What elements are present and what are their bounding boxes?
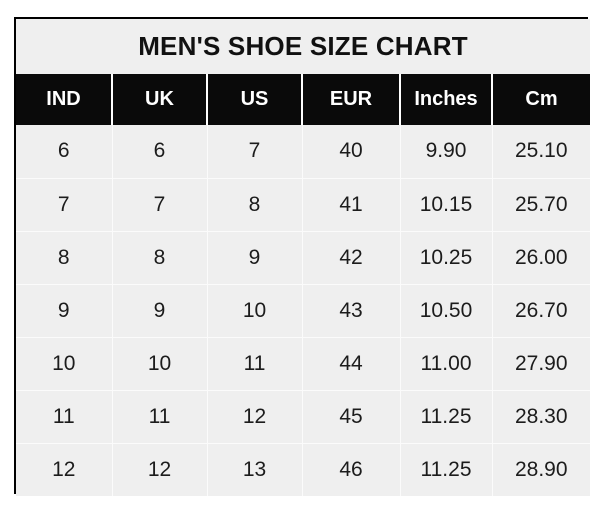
cell-us: 8	[206, 177, 302, 231]
table-row: 8 8 9 42 10.25 26.00	[16, 230, 591, 284]
cell-ind: 10	[16, 336, 112, 390]
column-header-us: US	[206, 74, 302, 125]
cell-ind: 7	[16, 177, 112, 231]
chart-title: MEN'S SHOE SIZE CHART	[16, 19, 591, 74]
cell-eur: 43	[301, 283, 400, 337]
column-header-ind: IND	[16, 74, 112, 125]
cell-uk: 9	[111, 283, 207, 337]
cell-inches: 10.15	[399, 177, 492, 231]
cell-us: 10	[206, 283, 302, 337]
cell-us: 12	[206, 389, 302, 443]
table-row: 9 9 10 43 10.50 26.70	[16, 283, 591, 337]
column-header-inches: Inches	[399, 74, 492, 125]
cell-uk: 12	[111, 442, 207, 496]
cell-us: 7	[206, 125, 302, 178]
size-chart-container: MEN'S SHOE SIZE CHART IND UK US EUR Inch…	[14, 17, 591, 496]
cell-ind: 6	[16, 125, 112, 178]
cell-inches: 9.90	[399, 125, 492, 178]
shoe-size-table: MEN'S SHOE SIZE CHART IND UK US EUR Inch…	[16, 19, 591, 496]
cell-inches: 11.25	[399, 389, 492, 443]
cell-uk: 11	[111, 389, 207, 443]
cell-eur: 45	[301, 389, 400, 443]
cell-cm: 25.70	[491, 177, 591, 231]
cell-ind: 9	[16, 283, 112, 337]
cell-cm: 26.00	[491, 230, 591, 284]
cell-ind: 11	[16, 389, 112, 443]
cell-eur: 40	[301, 125, 400, 178]
cell-eur: 42	[301, 230, 400, 284]
table-row: 10 10 11 44 11.00 27.90	[16, 336, 591, 390]
cell-uk: 8	[111, 230, 207, 284]
table-row: 11 11 12 45 11.25 28.30	[16, 389, 591, 443]
column-header-row: IND UK US EUR Inches Cm	[16, 74, 591, 125]
cell-cm: 25.10	[491, 125, 591, 178]
cell-us: 9	[206, 230, 302, 284]
column-header-uk: UK	[111, 74, 207, 125]
cell-ind: 12	[16, 442, 112, 496]
cell-eur: 44	[301, 336, 400, 390]
cell-inches: 11.25	[399, 442, 492, 496]
table-head: MEN'S SHOE SIZE CHART IND UK US EUR Inch…	[16, 19, 591, 125]
table-body: 6 6 7 40 9.90 25.10 7 7 8 41 10.15 25.70…	[16, 125, 591, 496]
cell-us: 11	[206, 336, 302, 390]
table-row: 7 7 8 41 10.15 25.70	[16, 177, 591, 231]
table-row: 12 12 13 46 11.25 28.90	[16, 442, 591, 496]
cell-cm: 28.90	[491, 442, 591, 496]
cell-eur: 46	[301, 442, 400, 496]
cell-ind: 8	[16, 230, 112, 284]
column-header-eur: EUR	[301, 74, 400, 125]
cell-uk: 7	[111, 177, 207, 231]
cell-cm: 28.30	[491, 389, 591, 443]
cell-cm: 27.90	[491, 336, 591, 390]
cell-inches: 10.25	[399, 230, 492, 284]
title-row: MEN'S SHOE SIZE CHART	[16, 19, 591, 74]
cell-us: 13	[206, 442, 302, 496]
cell-inches: 10.50	[399, 283, 492, 337]
cell-uk: 6	[111, 125, 207, 178]
cell-cm: 26.70	[491, 283, 591, 337]
cell-inches: 11.00	[399, 336, 492, 390]
cell-eur: 41	[301, 177, 400, 231]
table-row: 6 6 7 40 9.90 25.10	[16, 125, 591, 178]
cell-uk: 10	[111, 336, 207, 390]
column-header-cm: Cm	[490, 74, 591, 125]
